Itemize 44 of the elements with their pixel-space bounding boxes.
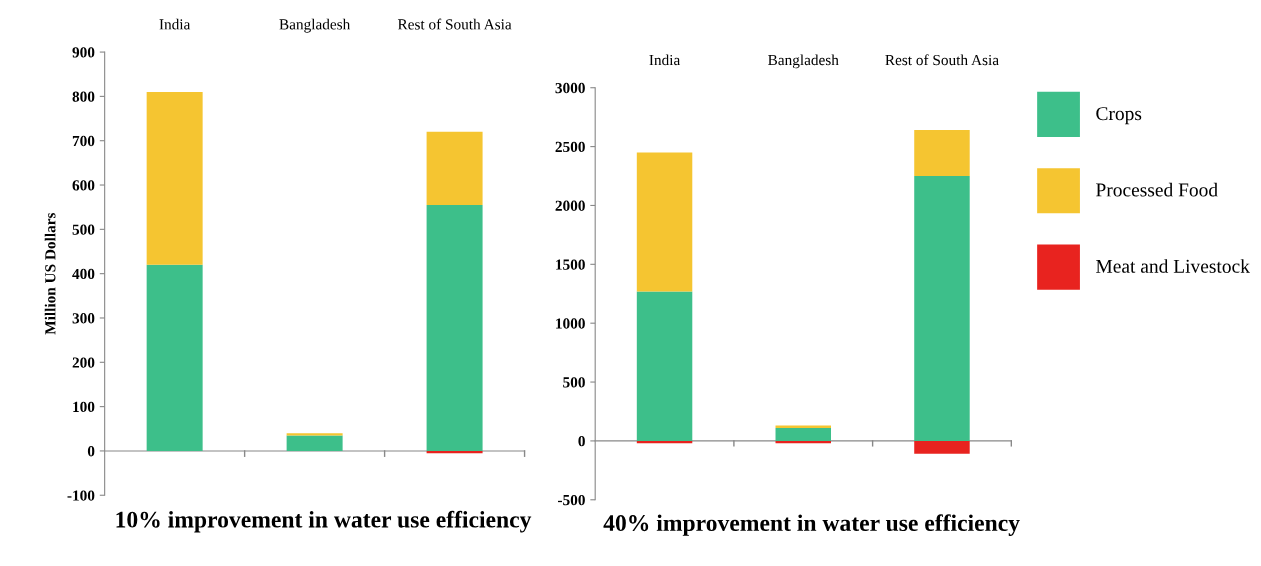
y-tick-label: 300 [72, 313, 95, 324]
y-tick-label: 500 [563, 377, 585, 388]
bar [426, 450, 483, 454]
text: 10% improvement in water use efficiency [116, 510, 532, 533]
y-tick-label: 1500 [556, 259, 585, 270]
x-tick-label: Bangladesh [768, 54, 839, 69]
y-tick-label: 100 [73, 401, 95, 413]
bar [636, 152, 693, 292]
y-tick-label: 2000 [555, 200, 585, 211]
x-tick-label: Rest of South Asia [885, 54, 999, 66]
y-tick-label: 200 [72, 357, 95, 368]
bar [914, 176, 970, 441]
bar [426, 131, 483, 205]
y-tick-label: 2500 [555, 141, 585, 153]
bar [286, 435, 343, 451]
text: 40% improvement in water use efficiency [603, 514, 1020, 536]
x-tick-label: India [159, 18, 191, 30]
bar [146, 91, 203, 265]
bar [286, 433, 343, 436]
y-tick-label: 0 [578, 436, 585, 447]
y-tick-label: 1000 [556, 318, 585, 329]
bar [775, 427, 831, 441]
y-tick-label: -100 [67, 490, 95, 501]
y-tick-label: 700 [72, 135, 95, 147]
x-tick-label: Bangladesh [279, 18, 351, 33]
bar [146, 264, 203, 451]
y-axis-title: Million US Dollars [44, 212, 56, 335]
y-tick-label: 800 [72, 91, 95, 102]
x-tick-label: India [649, 54, 681, 66]
bar [914, 440, 970, 454]
y-tick-label: 400 [72, 268, 95, 280]
bar [914, 130, 970, 177]
y-tick-label: 900 [72, 47, 95, 58]
y-tick-label: 500 [72, 224, 95, 235]
x-tick-label: Rest of South Asia [397, 18, 512, 30]
legend-label: Crops [1096, 107, 1142, 125]
y-tick-label: 600 [72, 180, 95, 191]
legend-label: Processed Food [1096, 182, 1218, 197]
y-tick-label: 3000 [555, 82, 585, 94]
y-tick-label: 0 [87, 446, 95, 457]
bar [636, 291, 693, 441]
y-tick-label: -500 [558, 494, 585, 506]
legend-label: Meat and Livestock [1096, 259, 1250, 273]
bar [426, 204, 483, 451]
